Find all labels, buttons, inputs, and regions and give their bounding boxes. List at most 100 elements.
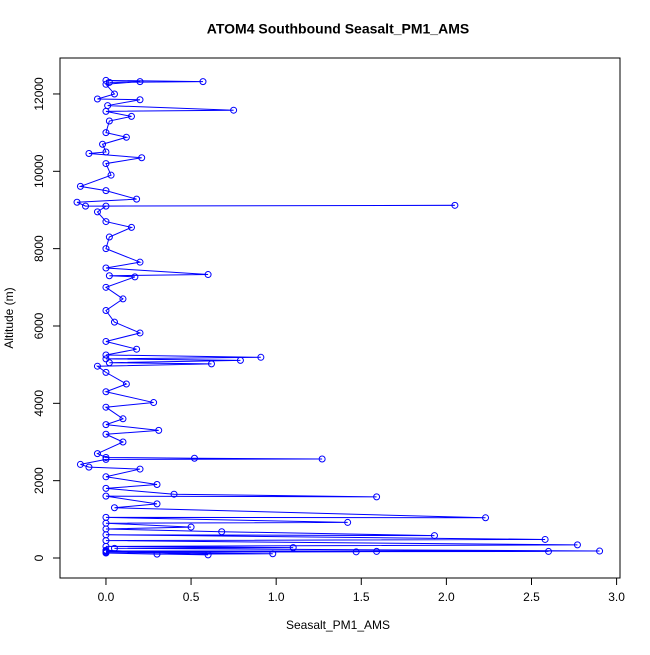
point [122,380,130,388]
point [153,550,161,558]
point [119,415,127,423]
point [102,245,110,253]
y-tick-label: 0 [32,554,46,561]
point [430,532,438,540]
point [110,318,118,326]
point [102,129,110,137]
point [105,78,113,86]
point [102,421,110,429]
point [76,460,84,468]
point [102,218,110,226]
point [187,523,195,531]
point [105,359,113,367]
point [102,368,110,376]
point [199,78,207,86]
point [596,547,604,555]
y-tick-label: 8000 [32,235,46,262]
point [541,535,549,543]
y-tick-label: 2000 [32,467,46,494]
point [127,112,135,120]
point [102,351,110,359]
point [482,514,490,522]
point [102,283,110,291]
point [102,202,110,210]
y-tick-label: 12000 [32,77,46,111]
point [102,148,110,156]
point [257,353,265,361]
x-tick-label: 0.5 [183,590,200,604]
point [102,455,110,463]
chart-title: ATOM4 Southbound Seasalt_PM1_AMS [207,21,469,37]
point [136,465,144,473]
point [170,490,178,498]
point [133,195,141,203]
point [136,258,144,266]
point [451,201,459,209]
point [102,492,110,500]
point [102,76,110,84]
point [102,80,110,88]
point [102,355,110,363]
point [102,546,110,554]
point [102,388,110,396]
point [99,140,107,148]
point [73,198,81,206]
point [204,551,212,559]
point [102,160,110,168]
point [352,548,360,556]
y-tick-label: 4000 [32,390,46,417]
plot-box [59,57,621,579]
point [136,329,144,337]
x-tick-label: 1.0 [268,590,285,604]
point [110,504,118,512]
point [85,150,93,158]
point [102,187,110,195]
x-tick-label: 0.0 [98,590,115,604]
point [102,337,110,345]
point [102,403,110,411]
x-tick-label: 2.0 [438,590,455,604]
x-tick-label: 3.0 [608,590,625,604]
point [93,450,101,458]
point [85,463,93,471]
point [105,117,113,125]
point [218,528,226,536]
point [153,481,161,489]
point [573,541,581,549]
point [236,356,244,364]
point [127,223,135,231]
point [373,547,381,555]
point [102,264,110,272]
point [93,362,101,370]
point [102,473,110,481]
point [190,454,198,462]
point [136,96,144,104]
point [230,106,238,114]
point [122,133,130,141]
point [207,360,215,368]
y-tick-label: 6000 [32,312,46,339]
profile-line [76,79,600,556]
point [102,549,110,557]
point [133,345,141,353]
point [131,273,139,281]
point [105,233,113,241]
x-tick-label: 1.5 [353,590,370,604]
point [110,90,118,98]
point [102,484,110,492]
point [119,438,127,446]
point [155,426,163,434]
point [138,154,146,162]
point [82,202,90,210]
x-tick-label: 2.5 [523,590,540,604]
point [102,430,110,438]
point [102,307,110,315]
point [102,107,110,115]
point [153,500,161,508]
point [204,271,212,279]
point [289,544,297,552]
point [76,182,84,190]
point [105,272,113,280]
point [110,544,118,552]
point [150,399,158,407]
